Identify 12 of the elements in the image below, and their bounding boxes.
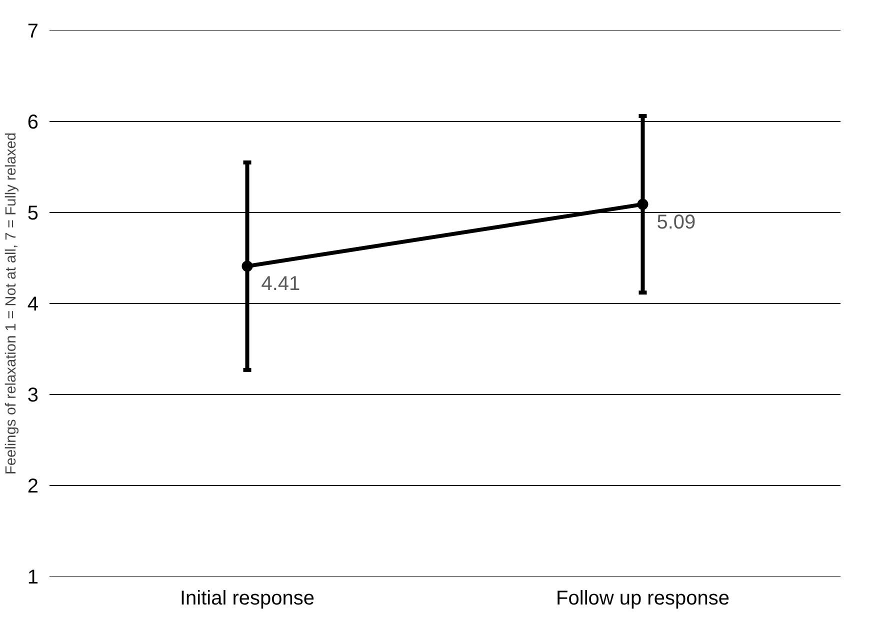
y-axis-title: Feelings of relaxation 1 = Not at all, 7 = Fully relaxed [3,132,20,475]
x-tick-label: Initial response [180,588,315,610]
y-tick-label: 2 [27,476,38,498]
y-tick-label: 3 [27,384,38,406]
y-tick-label: 6 [27,112,38,134]
x-tick-label: Follow up response [556,588,730,610]
y-tick-label: 7 [27,20,38,42]
y-tick-label: 4 [27,294,38,316]
data-label: 4.41 [261,273,300,296]
y-tick-label: 1 [27,566,38,588]
data-label: 5.09 [656,211,696,234]
y-tick-label: 5 [27,202,38,224]
